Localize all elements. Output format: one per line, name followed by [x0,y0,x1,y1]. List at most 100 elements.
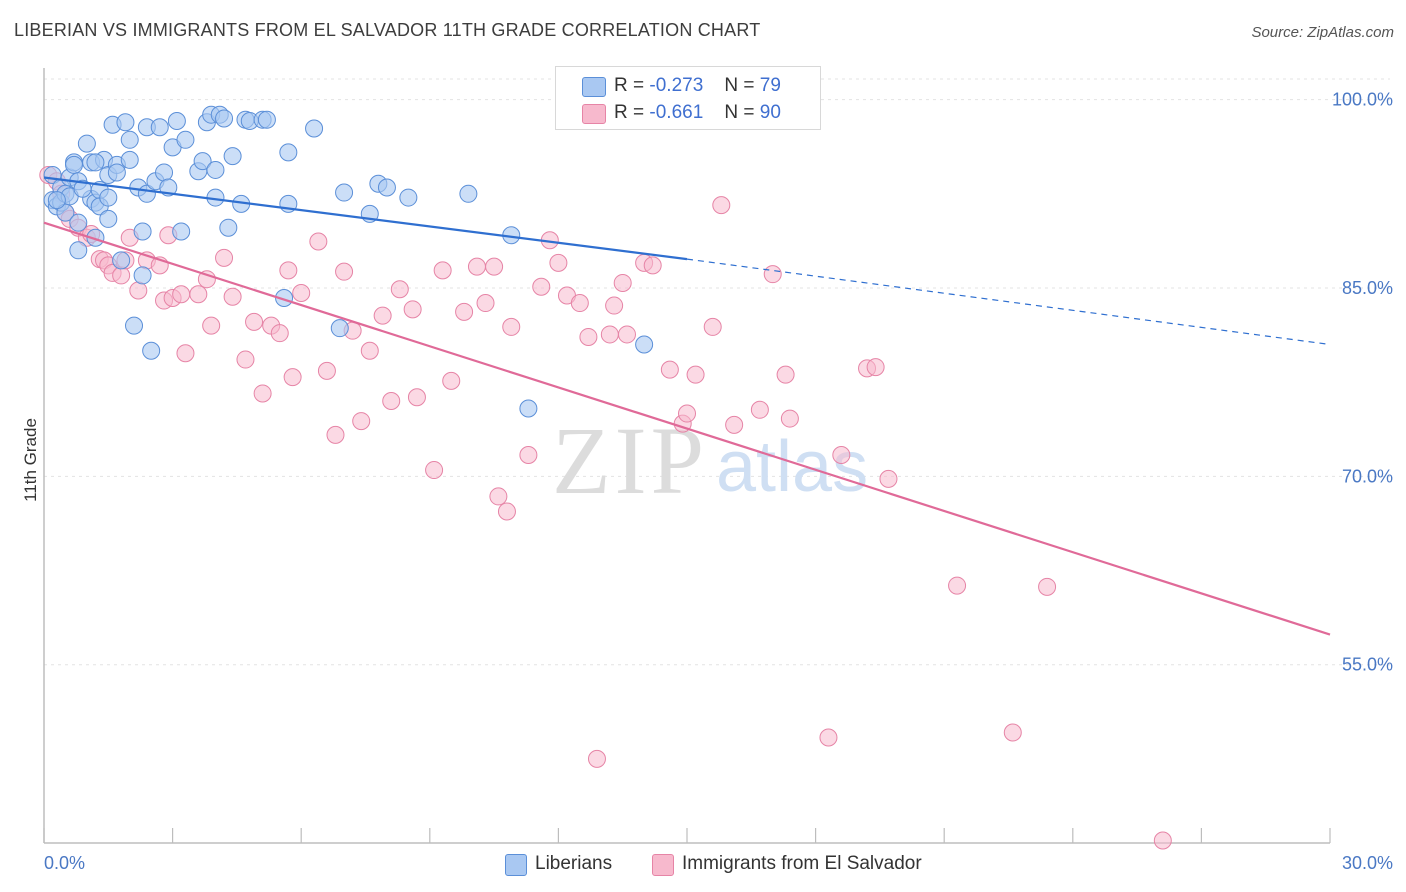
data-point-liberians [107,163,126,182]
n-label: N = [724,102,755,123]
data-point-el-salvador [948,576,967,595]
data-point-el-salvador [236,350,255,369]
data-point-liberians [150,118,169,137]
data-point-liberians [459,184,478,203]
watermark: ZIP atlas [552,407,868,514]
data-point-el-salvador [780,409,799,428]
trend-line-liberians-extrapolated [686,258,1331,346]
data-point-liberians [112,251,131,270]
data-point-el-salvador [467,257,486,276]
data-point-liberians [172,222,191,241]
tick-labels: 55.0% 70.0% 85.0% 100.0% 0.0% 30.0% [44,90,1393,873]
data-point-liberians [215,109,234,128]
data-point-el-salvador [309,232,328,251]
series-immigrants-el-salvador [39,165,1172,850]
data-point-liberians [120,150,139,169]
data-point-el-salvador [253,384,272,403]
data-point-el-salvador [476,294,495,313]
data-point-liberians [77,134,96,153]
data-point-el-salvador [442,371,461,390]
data-point-liberians [69,241,88,260]
data-point-el-salvador [129,281,148,300]
y-tick-label: 85.0% [1342,278,1393,298]
correlation-legend: R = -0.273 N = 79 R = -0.661 N = 90 [555,66,821,130]
data-point-el-salvador [1038,577,1057,596]
n-value: 79 [759,75,781,96]
data-point-el-salvador [335,262,354,281]
data-point-el-salvador [223,287,242,306]
r-value: -0.661 [649,102,704,123]
data-point-liberians [279,143,298,162]
data-point-el-salvador [433,261,452,280]
data-point-el-salvador [215,248,234,267]
data-point-el-salvador [455,302,474,321]
legend-swatch-blue [582,77,606,97]
legend-label-liberians: Liberians [535,853,613,874]
data-point-el-salvador [292,284,311,303]
data-point-el-salvador [587,749,606,768]
data-point-liberians [99,209,118,228]
data-point-el-salvador [172,285,191,304]
y-tick-label: 70.0% [1342,466,1393,486]
data-point-liberians [519,399,538,418]
legend-swatch-el-salvador [652,854,674,876]
data-point-el-salvador [425,461,444,480]
data-point-el-salvador [497,502,516,521]
data-point-liberians [193,152,212,171]
data-point-el-salvador [390,280,409,299]
series-legend: Liberians Immigrants from El Salvador [0,853,1406,879]
data-point-el-salvador [600,325,619,344]
data-point-el-salvador [176,344,195,363]
legend-label-el-salvador: Immigrants from El Salvador [682,853,922,874]
data-point-el-salvador [712,196,731,215]
data-point-el-salvador [279,261,298,280]
data-point-el-salvador [1153,831,1172,850]
y-tick-label: 55.0% [1342,655,1393,675]
n-value: 90 [759,102,781,123]
data-point-el-salvador [407,388,426,407]
data-point-el-salvador [763,265,782,284]
data-point-liberians [206,160,225,179]
data-point-el-salvador [613,273,632,292]
data-point-el-salvador [197,270,216,289]
data-point-liberians [176,130,195,149]
data-point-liberians [399,188,418,207]
data-point-el-salvador [725,415,744,434]
data-point-el-salvador [866,358,885,377]
data-point-el-salvador [549,253,568,272]
data-point-el-salvador [317,361,336,380]
r-label: R = [614,75,645,96]
data-point-liberians [377,178,396,197]
data-point-el-salvador [617,325,636,344]
data-point-el-salvador [750,400,769,419]
data-point-el-salvador [360,341,379,360]
trend-line-el-salvador [43,221,1331,636]
data-point-el-salvador [403,300,422,319]
legend-swatch-liberians [505,854,527,876]
data-point-el-salvador [202,316,221,335]
x-tick-label: 0.0% [44,853,85,873]
data-point-el-salvador [270,324,289,343]
data-point-liberians [86,153,105,172]
data-point-el-salvador [283,368,302,387]
data-point-el-salvador [112,266,131,285]
r-value: -0.273 [649,75,704,96]
data-point-el-salvador [352,412,371,431]
data-point-el-salvador [245,312,264,331]
data-point-liberians [47,191,66,210]
data-point-el-salvador [703,317,722,336]
data-point-liberians [73,179,92,198]
trend-line-liberians [43,176,688,261]
data-point-el-salvador [326,425,345,444]
data-point-liberians [167,111,186,130]
data-point-liberians [305,119,324,138]
gridlines [44,78,1390,666]
data-point-liberians [86,228,105,247]
data-point-el-salvador [832,445,851,464]
data-point-liberians [142,341,161,360]
n-label: N = [724,75,755,96]
data-point-el-salvador [776,365,795,384]
y-tick-label: 100.0% [1332,90,1393,110]
chart-source: Source: ZipAtlas.com [1251,24,1394,41]
